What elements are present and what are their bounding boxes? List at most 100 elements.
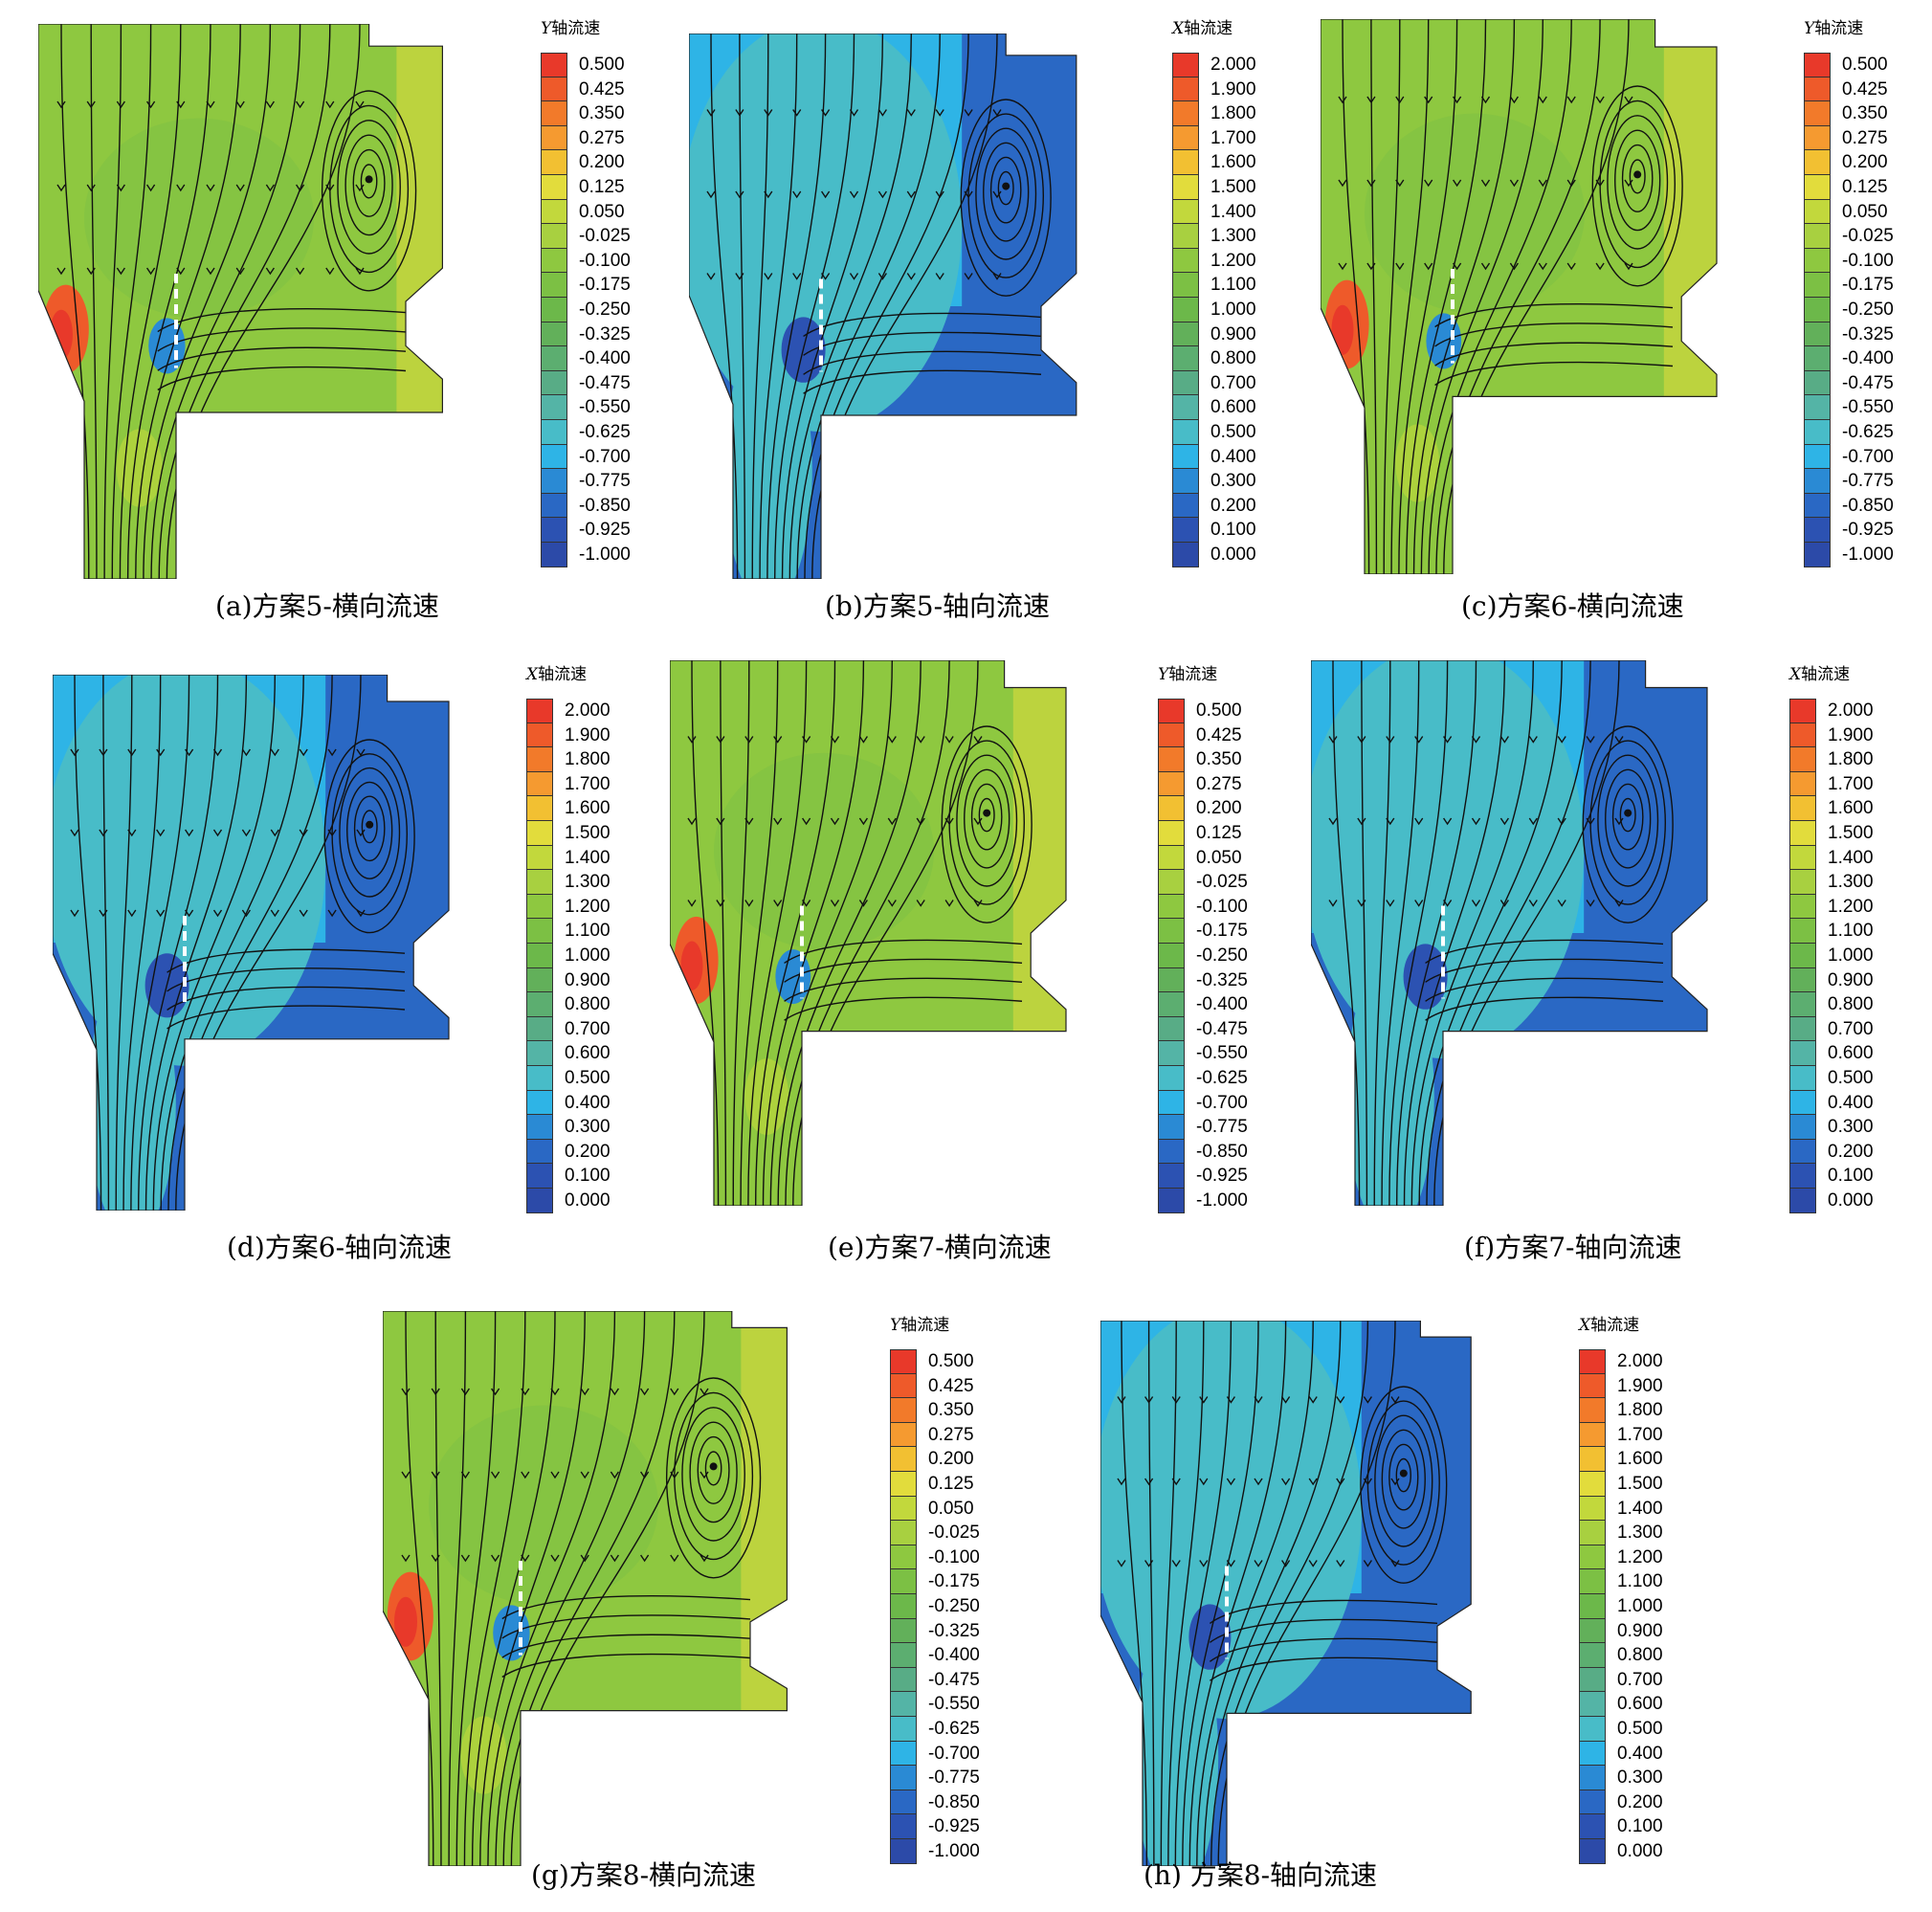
legend-tick: 1.600 <box>1617 1449 1663 1470</box>
legend-tick: 0.400 <box>1828 1092 1874 1113</box>
legend-swatch <box>1789 845 1816 871</box>
legend-tick: -0.175 <box>579 275 631 296</box>
legend-title: X轴流速 <box>1579 1311 1639 1335</box>
legend-swatch <box>1158 747 1185 772</box>
legend-swatch <box>1158 1164 1185 1189</box>
legend-tick: -0.400 <box>928 1645 980 1666</box>
legend-tick: -0.100 <box>1842 250 1894 271</box>
legend-swatch <box>1172 469 1199 494</box>
legend-swatch <box>1172 420 1199 445</box>
legend-swatch <box>1804 77 1831 102</box>
legend-frame <box>1172 53 1199 567</box>
legend-swatch <box>1158 1115 1185 1140</box>
legend-swatch <box>1172 444 1199 470</box>
legend-tick: 0.275 <box>579 127 625 148</box>
legend-tick: 0.500 <box>1196 700 1242 721</box>
legend-tick: 1.100 <box>1617 1571 1663 1592</box>
flow-field-g <box>383 1311 788 1866</box>
legend-tick: -0.475 <box>1196 1018 1248 1039</box>
legend-swatch <box>541 175 567 200</box>
legend-swatch <box>541 493 567 519</box>
legend-tick: -0.025 <box>579 226 631 247</box>
legend-tick: -0.475 <box>928 1669 980 1690</box>
legend-e: Y轴流速 0.500 0.425 0.350 0.275 0.200 0.125 0.050 -… <box>1158 660 1282 1220</box>
legend-tick: -0.550 <box>1842 397 1894 418</box>
legend-swatch <box>1804 420 1831 445</box>
caption-c: (c)方案6-横向流速 <box>1461 590 1684 622</box>
legend-f: X轴流速 2.000 1.900 1.800 1.700 1.600 1.500 1.400 1… <box>1789 660 1914 1220</box>
legend-swatch <box>1579 1643 1606 1668</box>
legend-swatch <box>541 395 567 420</box>
legend-swatch <box>1789 992 1816 1017</box>
legend-swatch <box>1158 1189 1185 1213</box>
legend-axis: X <box>1579 1316 1591 1335</box>
legend-swatch <box>1804 125 1831 151</box>
legend-swatch <box>541 346 567 371</box>
legend-swatch <box>541 518 567 543</box>
legend-swatch <box>1579 1521 1606 1545</box>
legend-tick: 1.000 <box>1210 300 1256 320</box>
legend-axis: Y <box>541 19 552 38</box>
panel-d-plot <box>53 675 493 1211</box>
legend-tick: 0.425 <box>579 78 625 100</box>
legend-tick: 0.050 <box>579 201 625 222</box>
legend-swatch <box>890 1545 917 1570</box>
legend-swatch <box>1789 1016 1816 1042</box>
legend-title: X轴流速 <box>1789 660 1850 684</box>
legend-tick: -0.625 <box>1196 1068 1248 1088</box>
legend-tick: 0.275 <box>1842 127 1888 148</box>
caption-f: (f)方案7-轴向流速 <box>1464 1232 1682 1263</box>
legend-suffix: 轴流速 <box>1184 19 1233 38</box>
legend-tick: 0.000 <box>1210 545 1256 565</box>
legend-swatch <box>1172 273 1199 298</box>
legend-tick: 1.600 <box>1828 798 1874 819</box>
legend-swatch <box>526 919 553 944</box>
legend-tick: 1.500 <box>1828 823 1874 843</box>
legend-tick: 1.600 <box>565 798 611 819</box>
legend-tick: 0.800 <box>1210 348 1256 369</box>
legend-tick: 0.425 <box>1196 724 1242 745</box>
legend-swatch <box>541 469 567 494</box>
legend-title: X轴流速 <box>1172 14 1232 38</box>
legend-tick: -0.100 <box>928 1546 980 1567</box>
legend-swatch <box>890 1790 917 1815</box>
flow-field-a <box>38 24 443 579</box>
legend-swatch <box>1804 493 1831 519</box>
legend-tick: -0.025 <box>1196 872 1248 893</box>
legend-tick: -0.925 <box>1196 1166 1248 1187</box>
legend-swatch <box>1579 1839 1606 1864</box>
legend-tick: 1.200 <box>1210 250 1256 271</box>
legend-swatch <box>526 699 553 723</box>
legend-frame <box>890 1349 917 1864</box>
legend-swatch <box>1172 346 1199 371</box>
legend-swatch <box>890 1447 917 1472</box>
legend-swatch <box>1579 1422 1606 1448</box>
legend-tick: 0.300 <box>1617 1767 1663 1789</box>
legend-swatch <box>1804 298 1831 322</box>
legend-swatch <box>1804 518 1831 543</box>
legend-swatch <box>1579 1594 1606 1619</box>
legend-tick: -1.000 <box>1842 545 1894 565</box>
legend-swatch <box>1158 894 1185 920</box>
panel-a-plot <box>38 24 498 579</box>
legend-suffix: 轴流速 <box>538 665 588 684</box>
legend-swatch <box>1172 175 1199 200</box>
legend-swatch <box>1172 298 1199 322</box>
legend-tick: -0.700 <box>928 1743 980 1764</box>
legend-tick: 1.300 <box>1210 226 1256 247</box>
legend-swatch <box>541 298 567 322</box>
legend-tick: 0.200 <box>1617 1791 1663 1812</box>
legend-suffix: 轴流速 <box>551 19 601 38</box>
legend-tick: -0.325 <box>579 323 631 345</box>
legend-tick: 0.100 <box>1210 520 1256 541</box>
legend-swatch <box>541 273 567 298</box>
legend-tick: 1.200 <box>1617 1546 1663 1567</box>
legend-swatch <box>1579 1618 1606 1644</box>
legend-suffix: 轴流速 <box>1590 1316 1640 1335</box>
legend-frame <box>1804 53 1831 567</box>
legend-tick: 0.700 <box>1828 1018 1874 1039</box>
legend-tick: 1.100 <box>1828 921 1874 942</box>
legend-tick: 1.900 <box>1210 78 1256 100</box>
legend-swatch <box>890 1422 917 1448</box>
legend-swatch <box>1789 967 1816 993</box>
